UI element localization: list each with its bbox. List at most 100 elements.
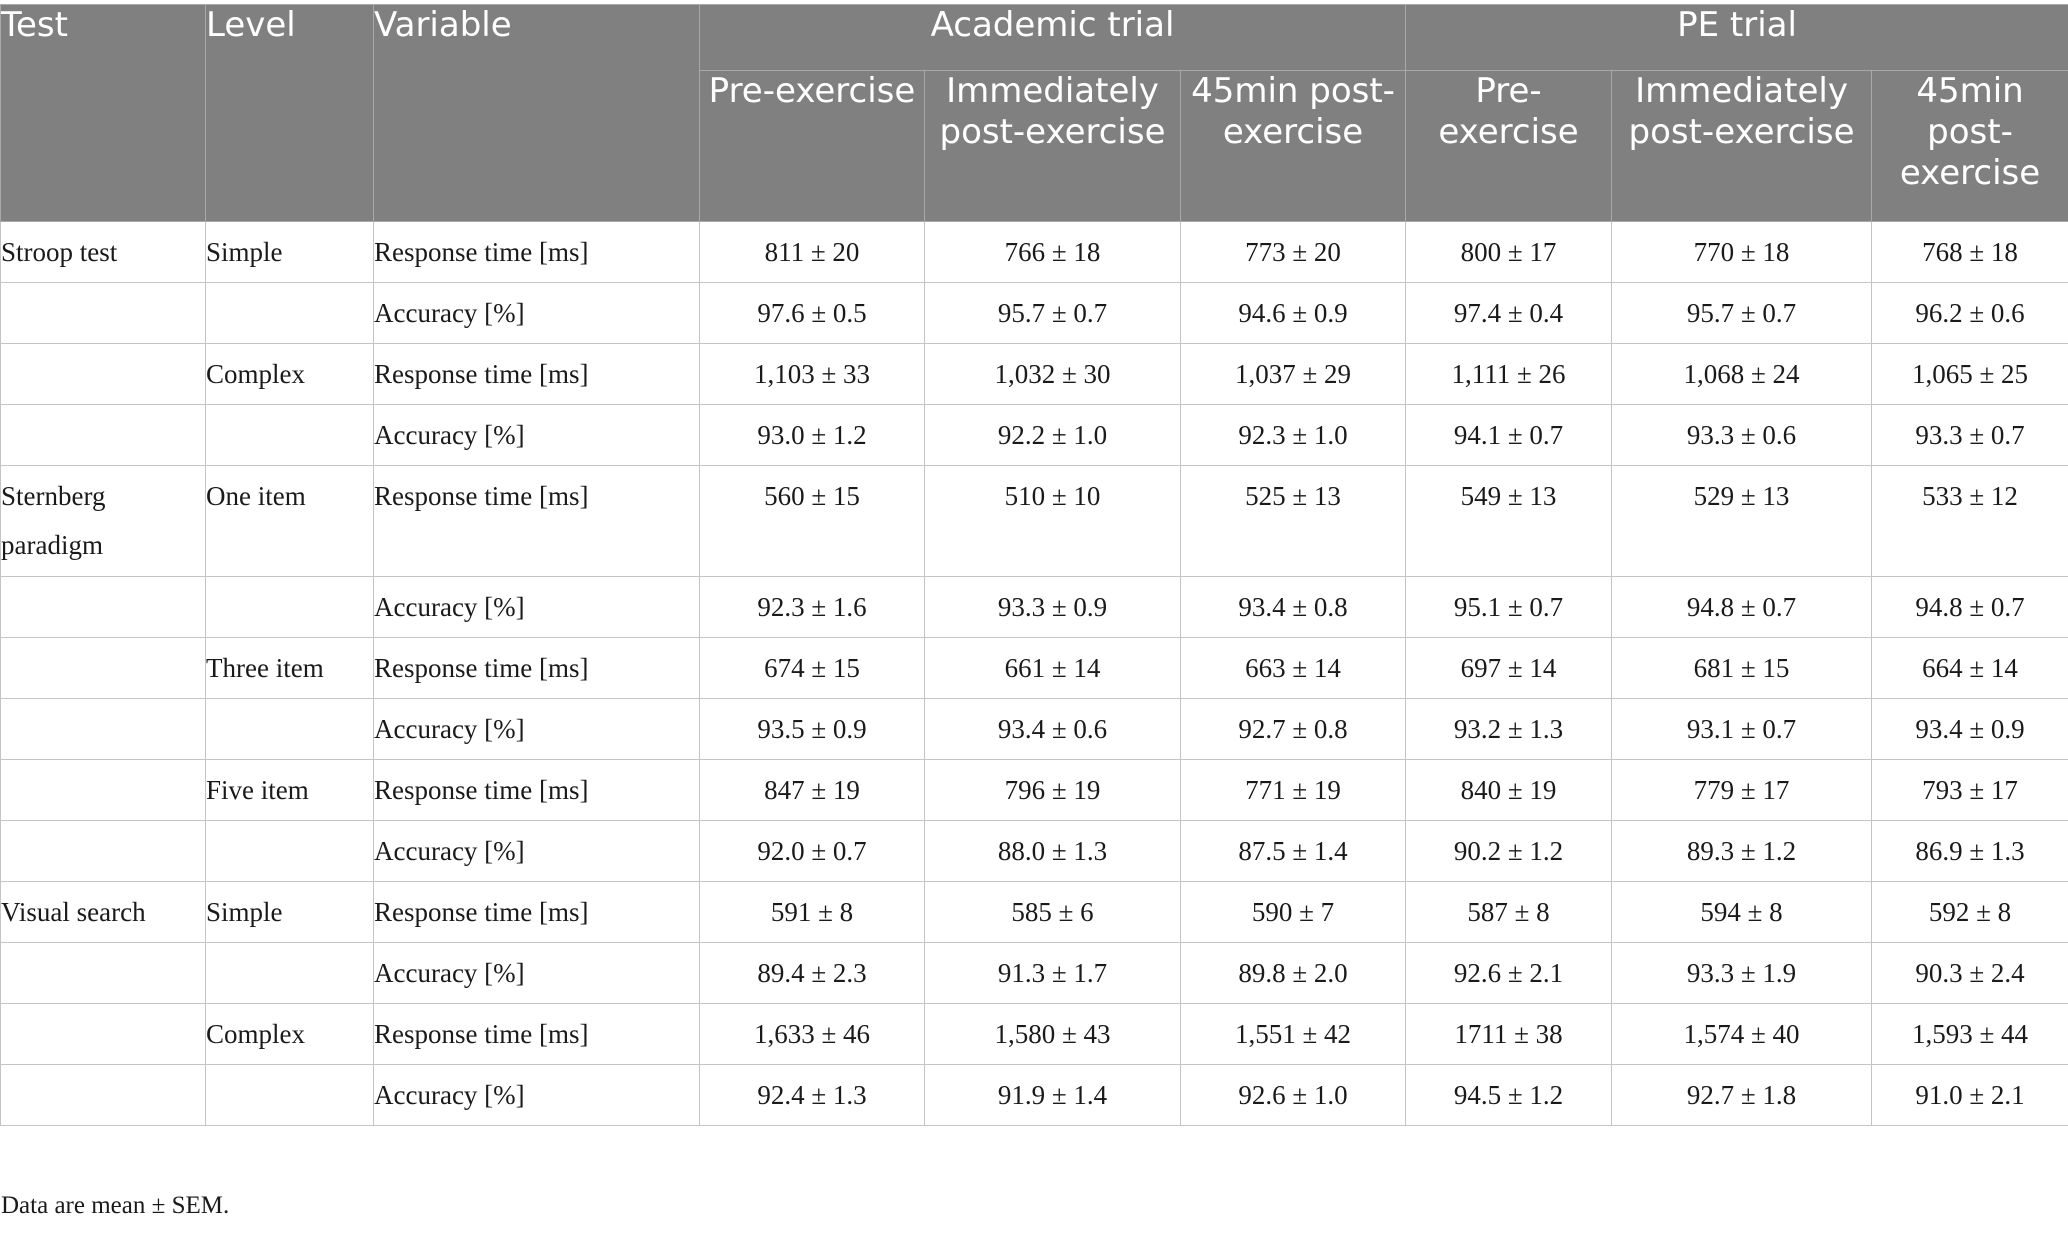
cell-value: 1,633 ± 46 [699,1003,925,1065]
cell-level: Simple [205,881,374,943]
cell-value: 93.3 ± 0.9 [924,576,1181,638]
cell-value: 1,111 ± 26 [1405,343,1613,405]
cell-value: 89.3 ± 1.2 [1611,820,1873,882]
cell-value: 592 ± 8 [1871,881,2068,943]
cell-value: 94.8 ± 0.7 [1871,576,2068,638]
cell-value: 793 ± 17 [1871,759,2068,821]
cell-value: 525 ± 13 [1179,465,1407,577]
table-row: Accuracy [%] 97.6 ± 0.5 95.7 ± 0.7 94.6 ± 0… [0,282,2068,344]
table-row: Complex Response time [ms] 1,633 ± 46 1,580… [0,1003,2068,1065]
table-row: Accuracy [%] 93.0 ± 1.2 92.2 ± 1.0 92.3 ± 1… [0,404,2068,466]
cell-variable: Response time [ms] [373,759,700,821]
header-variable: Variable [373,4,700,222]
cell-value: 96.2 ± 0.6 [1871,282,2068,344]
header-academic-trial: Academic trial [698,4,1407,71]
table-row: Stroop test Simple Response time [ms] 811 ±… [0,221,2068,283]
cell-variable: Response time [ms] [373,1003,700,1065]
cell-value: 681 ± 15 [1611,637,1873,699]
cell-level: Simple [205,221,374,283]
header-pe-trial: PE trial [1405,4,2068,71]
cell-value: 840 ± 19 [1405,759,1613,821]
table-row: Accuracy [%] 92.3 ± 1.6 93.3 ± 0.9 93.4 ± 0… [0,576,2068,638]
cell-test [0,282,206,344]
cell-value: 95.7 ± 0.7 [1611,282,1873,344]
cell-test [0,1003,206,1065]
cell-value: 1,593 ± 44 [1871,1003,2068,1065]
header-academic-45min-post: 45min post-exercise [1179,70,1407,222]
cell-value: 529 ± 13 [1611,465,1873,577]
cell-level [205,282,374,344]
cell-test [0,1064,206,1126]
cell-value: 92.7 ± 0.8 [1179,698,1407,760]
cell-value: 90.3 ± 2.4 [1871,942,2068,1004]
header-pe-immediately-post: Immediately post-exercise [1611,70,1873,222]
cell-value: 1,037 ± 29 [1179,343,1407,405]
cell-value: 510 ± 10 [924,465,1181,577]
header-test: Test [0,4,206,222]
table-row: Visual search Simple Response time [ms] 591… [0,881,2068,943]
cell-variable: Response time [ms] [373,881,700,943]
cell-value: 663 ± 14 [1179,637,1407,699]
results-table: Test Level Variable Academic trial PE tr… [0,4,2068,1126]
cell-value: 93.2 ± 1.3 [1405,698,1613,760]
cell-value: 95.1 ± 0.7 [1405,576,1613,638]
cell-value: 766 ± 18 [924,221,1181,283]
cell-value: 661 ± 14 [924,637,1181,699]
cell-value: 796 ± 19 [924,759,1181,821]
cell-value: 92.6 ± 2.1 [1405,942,1613,1004]
cell-value: 1,551 ± 42 [1179,1003,1407,1065]
table-row: Five item Response time [ms] 847 ± 19 796 ±… [0,759,2068,821]
cell-value: 89.8 ± 2.0 [1179,942,1407,1004]
cell-variable: Response time [ms] [373,343,700,405]
cell-value: 697 ± 14 [1405,637,1613,699]
cell-level [205,942,374,1004]
cell-test [0,698,206,760]
cell-level [205,1064,374,1126]
cell-value: 533 ± 12 [1871,465,2068,577]
header-academic-immediately-post: Immediately post-exercise [924,70,1181,222]
cell-variable: Accuracy [%] [373,820,700,882]
header-pe-pre: Pre-exercise [1405,70,1613,222]
cell-value: 94.6 ± 0.9 [1179,282,1407,344]
cell-value: 93.1 ± 0.7 [1611,698,1873,760]
cell-test [0,576,206,638]
cell-value: 91.9 ± 1.4 [924,1064,1181,1126]
cell-variable: Accuracy [%] [373,576,700,638]
cell-value: 92.7 ± 1.8 [1611,1064,1873,1126]
table-row: Accuracy [%] 93.5 ± 0.9 93.4 ± 0.6 92.7 ± 0… [0,698,2068,760]
table-row: Accuracy [%] 92.0 ± 0.7 88.0 ± 1.3 87.5 ± 1… [0,820,2068,882]
cell-level [205,404,374,466]
cell-value: 847 ± 19 [699,759,925,821]
cell-value: 1,068 ± 24 [1611,343,1873,405]
cell-variable: Accuracy [%] [373,404,700,466]
header-pe-45min-post: 45min post-exercise [1871,70,2068,222]
cell-value: 92.4 ± 1.3 [699,1064,925,1126]
cell-level: Three item [205,637,374,699]
cell-level: Five item [205,759,374,821]
cell-value: 93.3 ± 0.6 [1611,404,1873,466]
cell-test [0,759,206,821]
cell-level [205,820,374,882]
cell-level: Complex [205,343,374,405]
table-container: Test Level Variable Academic trial PE tr… [0,4,2068,1126]
cell-value: 590 ± 7 [1179,881,1407,943]
header-level: Level [205,4,374,222]
cell-value: 770 ± 18 [1611,221,1873,283]
table-row: Three item Response time [ms] 674 ± 15 661 … [0,637,2068,699]
cell-value: 93.4 ± 0.9 [1871,698,2068,760]
cell-level: One item [205,465,374,577]
cell-level [205,576,374,638]
cell-level: Complex [205,1003,374,1065]
cell-value: 90.2 ± 1.2 [1405,820,1613,882]
cell-test: Visual search [0,881,206,943]
cell-variable: Response time [ms] [373,465,700,577]
table-header: Test Level Variable Academic trial PE tr… [0,4,2068,222]
cell-value: 93.0 ± 1.2 [699,404,925,466]
cell-value: 594 ± 8 [1611,881,1873,943]
cell-value: 1,032 ± 30 [924,343,1181,405]
cell-variable: Accuracy [%] [373,942,700,1004]
cell-test [0,343,206,405]
cell-value: 768 ± 18 [1871,221,2068,283]
cell-value: 773 ± 20 [1179,221,1407,283]
cell-value: 89.4 ± 2.3 [699,942,925,1004]
